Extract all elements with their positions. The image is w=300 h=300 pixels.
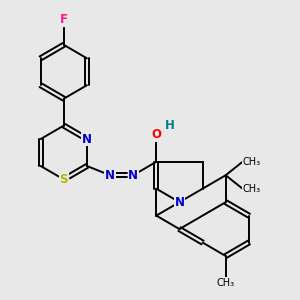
Text: N: N bbox=[82, 133, 92, 146]
Text: O: O bbox=[151, 128, 161, 141]
Text: CH₃: CH₃ bbox=[242, 184, 261, 194]
Text: F: F bbox=[60, 13, 68, 26]
Text: H: H bbox=[165, 119, 175, 132]
Text: N: N bbox=[105, 169, 115, 182]
Text: H: H bbox=[165, 119, 175, 132]
Text: N: N bbox=[174, 196, 184, 209]
Text: S: S bbox=[59, 173, 68, 186]
Text: N: N bbox=[128, 169, 138, 182]
Text: CH₃: CH₃ bbox=[242, 157, 261, 167]
Text: CH₃: CH₃ bbox=[217, 278, 235, 288]
